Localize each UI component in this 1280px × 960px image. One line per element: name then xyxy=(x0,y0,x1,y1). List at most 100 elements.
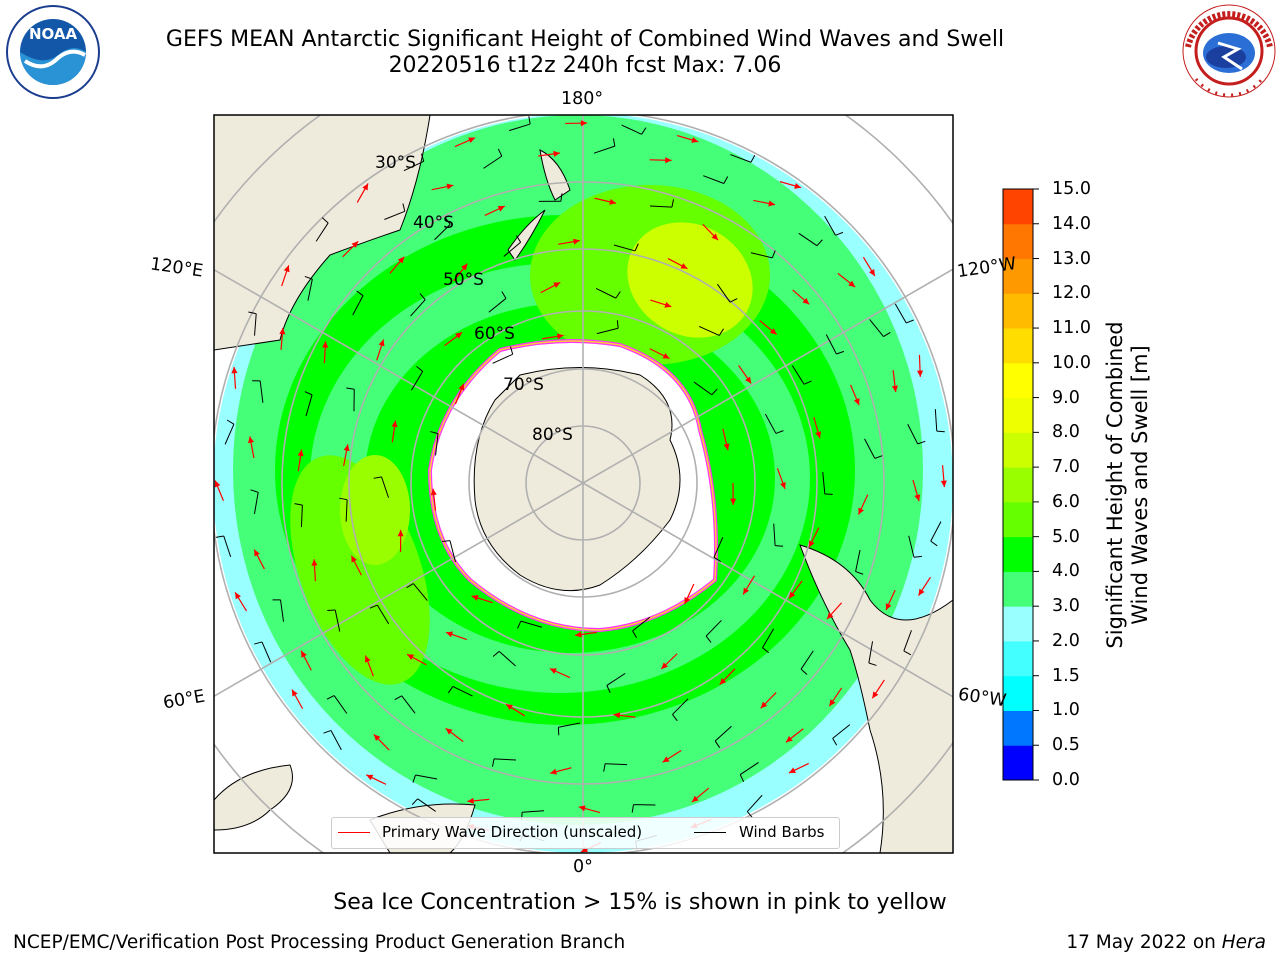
colorbar-segment xyxy=(1003,467,1033,503)
colorbar-tick-label: 3.0 xyxy=(1052,596,1080,617)
wave-arrow-head xyxy=(322,341,329,348)
wave-arrow-head xyxy=(553,282,561,289)
south-america-land xyxy=(799,544,953,853)
wind-barb-flag xyxy=(294,503,303,506)
colorbar-tick-label: 7.0 xyxy=(1052,457,1080,478)
wind-barb-flag xyxy=(447,686,454,694)
wind-barb-flag xyxy=(254,641,263,645)
wind-barb-flag xyxy=(832,738,838,746)
colorbar-frame xyxy=(1002,188,1034,781)
wave-arrow-head xyxy=(235,592,241,600)
wave-arrow-head xyxy=(613,712,621,719)
wind-barb-flag xyxy=(321,217,329,224)
wind-barb-flag xyxy=(800,668,808,675)
wave-arrow-head xyxy=(662,352,670,359)
wind-barb-flag xyxy=(631,804,634,813)
wind-barb xyxy=(434,223,451,241)
wave-arrow-head xyxy=(826,612,834,620)
wave-arrow-head xyxy=(301,650,307,658)
wind-barb-flag xyxy=(501,291,507,299)
colorbar-tick-label: 8.0 xyxy=(1052,422,1080,443)
wind-barb xyxy=(593,145,616,154)
wave-arrow-head xyxy=(661,662,668,669)
wind-barb xyxy=(384,210,405,220)
wave-arrow-head xyxy=(848,280,856,287)
wave-arrow-head xyxy=(691,795,699,803)
wind-barb-flag xyxy=(369,604,378,609)
colorbar-segment xyxy=(1003,223,1033,260)
wind-barb-flag xyxy=(326,695,335,700)
wave-arrow-head xyxy=(578,805,586,812)
wind-barb-flag xyxy=(339,497,348,501)
wave-arrow-head xyxy=(868,269,875,277)
wind-barb-flag xyxy=(718,328,724,336)
wave-arrow-head xyxy=(362,183,369,191)
wave-arrow-head xyxy=(580,120,588,127)
wave-arrow-head xyxy=(214,480,221,488)
wave-arrow-head xyxy=(664,301,672,308)
wave-arrow-head xyxy=(430,488,437,496)
wind-barb xyxy=(798,232,818,247)
colorbar xyxy=(1003,188,1039,781)
wind-barb-flag xyxy=(346,387,355,390)
wind-barb-flag xyxy=(402,203,406,212)
wind-barb-flag xyxy=(420,153,425,162)
wind-barb xyxy=(300,505,303,528)
wave-direction-arrows xyxy=(214,120,947,853)
wind-barb xyxy=(223,535,232,558)
wind-barb-flag xyxy=(441,540,451,543)
wind-barb-flag xyxy=(930,540,938,547)
wind-barb xyxy=(494,758,517,761)
noaa-logo: NOAA xyxy=(6,5,100,99)
wind-barb-flag xyxy=(215,535,224,538)
wave-arrow-head xyxy=(364,655,371,663)
wave-arrow-head xyxy=(279,327,286,335)
wind-barb xyxy=(717,283,731,303)
colorbar-segment xyxy=(1003,675,1033,711)
wind-barb xyxy=(762,628,775,648)
wind-barb-flag xyxy=(713,556,721,562)
wave-arrow-head xyxy=(691,137,699,143)
wind-barb-flag xyxy=(729,298,738,303)
wind-barb xyxy=(381,476,390,498)
wave-arrow-head xyxy=(829,699,836,707)
colorbar-tick-label: 11.0 xyxy=(1052,318,1091,339)
wave-arrow-head xyxy=(291,689,298,697)
wind-barb-flag xyxy=(406,583,414,589)
wind-barb xyxy=(412,583,428,601)
wind-barb xyxy=(693,381,713,396)
wind-barb xyxy=(934,409,938,432)
wave-arrow-head xyxy=(680,263,688,269)
wind-barb xyxy=(498,650,516,667)
wind-barb xyxy=(280,599,285,622)
lon-label-180: 180° xyxy=(561,89,604,109)
wind-barb-flag xyxy=(491,758,495,767)
wind-barb xyxy=(253,492,259,515)
wave-band-6m-nz xyxy=(627,222,753,338)
wave-arrow-head xyxy=(557,333,564,340)
wave-arrow-head xyxy=(872,691,879,699)
wind-barb xyxy=(750,252,773,259)
lat-label-60s: 60°S xyxy=(474,324,515,344)
wind-barb xyxy=(894,303,907,324)
wind-barb xyxy=(930,521,942,542)
wave-arrow-head xyxy=(297,449,304,457)
wind-barb-flag xyxy=(936,430,945,433)
wind-barb-flag xyxy=(509,346,514,355)
wave-arrow-head xyxy=(549,668,557,674)
wind-barb-flag xyxy=(616,320,619,329)
wave-arrow-head xyxy=(248,436,254,444)
wind-barb-flag xyxy=(903,650,912,656)
footer-right: 17 May 2022 on Hera xyxy=(1066,932,1266,953)
wave-arrow-head xyxy=(743,587,750,595)
wind-barb-flag xyxy=(836,350,845,355)
wind-barb-flag xyxy=(615,291,621,299)
wind-barb xyxy=(254,313,257,336)
wave-arrow-head xyxy=(719,678,727,685)
wind-barb xyxy=(449,540,456,563)
wind-barb-flag xyxy=(419,293,426,301)
map-frame xyxy=(213,114,954,854)
footer-host: Hera xyxy=(1221,932,1266,953)
colorbar-segment xyxy=(1003,606,1033,642)
wave-arrow-head xyxy=(917,370,924,377)
